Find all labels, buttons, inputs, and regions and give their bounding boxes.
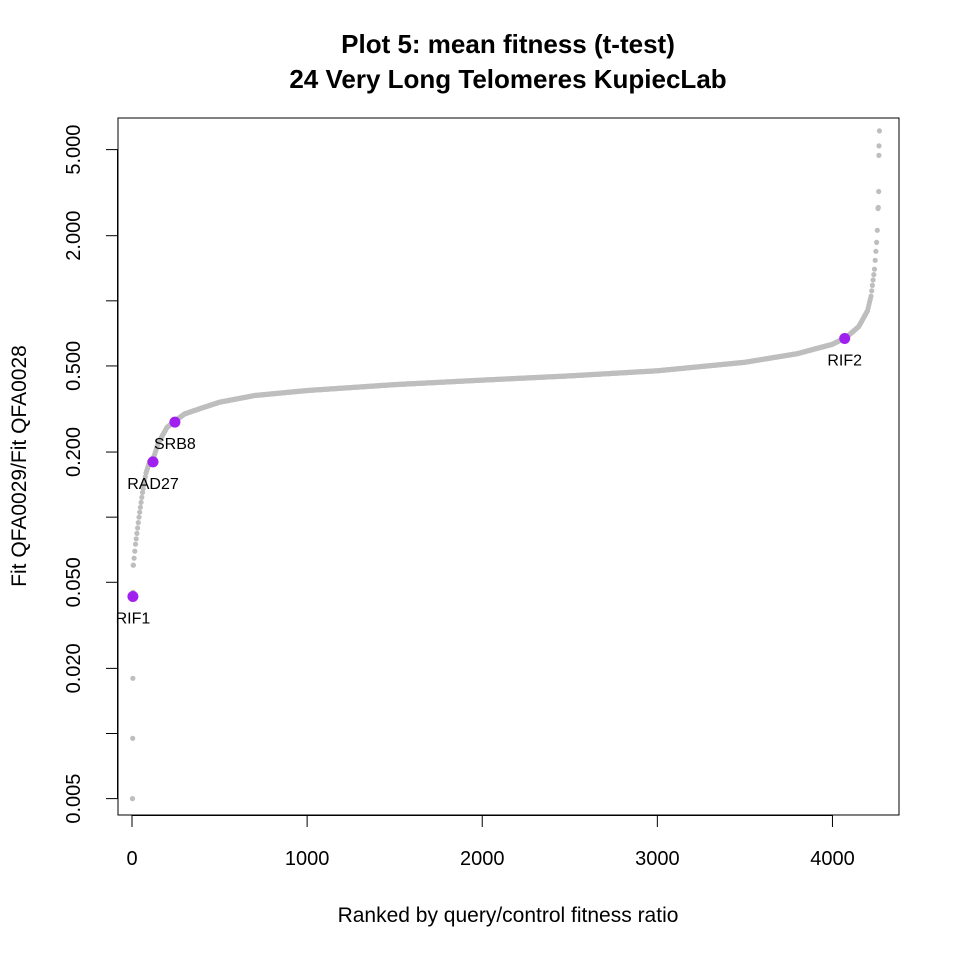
x-tick-label: 4000 xyxy=(810,848,855,870)
chart-subtitle: 24 Very Long Telomeres KupiecLab xyxy=(289,64,726,94)
data-point xyxy=(869,288,875,294)
data-point xyxy=(132,541,139,547)
data-point xyxy=(136,514,142,520)
highlight-point-srb8 xyxy=(169,416,181,428)
highlight-label-rif1: RIF1 xyxy=(116,611,151,628)
y-tick-label: 0.050 xyxy=(63,557,85,607)
plot-frame xyxy=(117,117,900,816)
y-tick-label: 5.000 xyxy=(63,125,85,175)
data-point xyxy=(872,257,878,263)
x-tick-label: 2000 xyxy=(460,848,505,870)
data-point xyxy=(137,504,143,510)
data-point xyxy=(142,478,148,484)
highlighted-points: RIF1 RAD27 SRB8 RIF2 xyxy=(116,333,862,628)
data-point xyxy=(873,248,879,254)
highlight-point-rif2 xyxy=(839,333,851,344)
outlier-point xyxy=(129,796,136,802)
y-tick-label: 0.200 xyxy=(63,427,85,477)
data-point xyxy=(133,536,139,542)
data-point xyxy=(868,293,874,299)
data-point xyxy=(135,525,141,531)
data-point xyxy=(135,520,141,526)
data-point xyxy=(139,494,145,500)
data-point xyxy=(138,499,144,505)
outlier-point xyxy=(876,143,882,149)
y-tick-label: 0.500 xyxy=(63,341,85,391)
data-point xyxy=(869,282,876,288)
outlier-point xyxy=(876,188,882,195)
highlight-label-rif2: RIF2 xyxy=(827,353,862,370)
highlight-point-rad27 xyxy=(147,456,159,468)
highlight-label-srb8: SRB8 xyxy=(154,436,196,453)
outlier-point xyxy=(130,675,136,681)
data-point xyxy=(871,272,877,278)
data-point xyxy=(874,239,880,245)
data-point xyxy=(139,489,146,496)
x-axis: 0 1000 2000 3000 4000 xyxy=(126,815,855,870)
data-point xyxy=(871,266,878,272)
x-tick-label: 3000 xyxy=(635,848,680,870)
y-axis-label: Fit QFA0029/Fit QFA0028 xyxy=(8,345,31,587)
outlier-point xyxy=(876,152,882,158)
outlier-point xyxy=(876,128,883,134)
x-axis-label: Ranked by query/control fitness ratio xyxy=(338,904,679,927)
outlier-point xyxy=(875,204,881,211)
y-tick-label: 0.020 xyxy=(63,643,85,693)
chart-title: Plot 5: mean fitness (t-test) xyxy=(341,29,675,59)
highlight-label-rad27: RAD27 xyxy=(127,476,179,493)
data-point xyxy=(134,530,140,537)
data-point xyxy=(132,548,138,554)
data-point xyxy=(140,486,146,492)
outlier-point xyxy=(130,562,136,568)
background-points xyxy=(129,128,883,802)
y-tick-label: 0.005 xyxy=(63,774,85,824)
y-axis: 0.005 0.020 0.050 0.200 0.500 2.000 5.000 xyxy=(63,125,118,824)
y-tick-label: 2.000 xyxy=(63,211,85,261)
x-tick-label: 0 xyxy=(126,848,137,870)
data-point xyxy=(142,474,148,480)
outlier-point xyxy=(130,735,136,741)
data-point xyxy=(874,227,880,233)
data-point xyxy=(137,509,143,515)
data-point xyxy=(141,482,147,488)
highlight-point-rif1 xyxy=(127,591,139,602)
data-point xyxy=(870,277,876,283)
data-point xyxy=(131,555,137,561)
x-tick-label: 1000 xyxy=(285,848,330,870)
